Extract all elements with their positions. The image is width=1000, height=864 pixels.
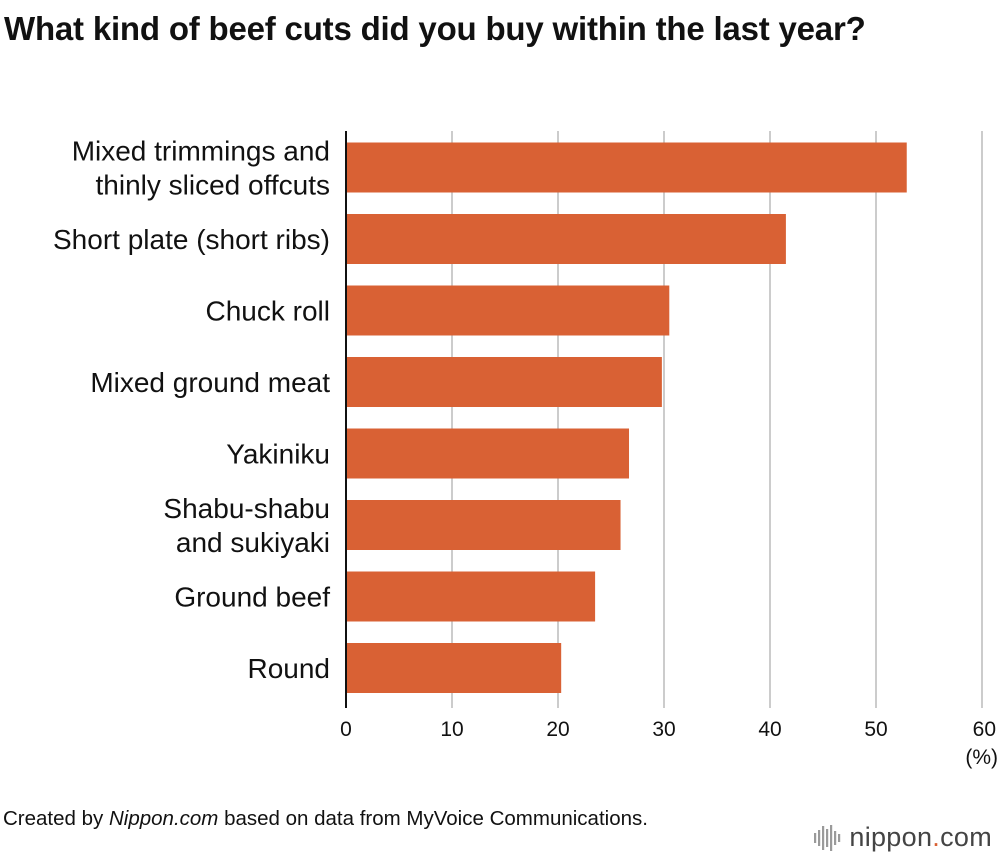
bar [346, 142, 907, 193]
footer-credit: Created by Nippon.com based on data from… [3, 805, 723, 832]
unit-label: (%) [965, 746, 998, 769]
bar [346, 428, 630, 479]
soundwave-icon [814, 824, 841, 851]
category-label: Shabu-shabu and sukiyaki [163, 493, 330, 558]
bar [346, 285, 670, 336]
x-tick-label: 20 [546, 718, 569, 741]
x-tick-label: 30 [652, 718, 675, 741]
category-labels: Mixed trimmings and thinly sliced offcuts… [53, 136, 330, 685]
category-label: Short plate (short ribs) [53, 224, 330, 255]
category-label: Round [247, 653, 330, 684]
footer-prefix: Created by [3, 807, 109, 830]
category-label: Mixed trimmings and thinly sliced offcuts [72, 136, 330, 201]
x-tick-label: 50 [864, 718, 887, 741]
category-label: Ground beef [174, 582, 330, 613]
x-tick-label: 40 [758, 718, 781, 741]
nippon-logo: nippon.com [813, 822, 992, 853]
bar [346, 571, 596, 622]
bar [346, 357, 662, 407]
category-label: Yakiniku [226, 439, 330, 470]
x-tick-labels: 0 10 20 30 40 50 60 [340, 718, 996, 741]
category-label: Chuck roll [206, 296, 330, 327]
bars [346, 142, 907, 693]
logo-dot: . [932, 822, 941, 852]
logo-tld: com [940, 822, 992, 852]
category-label: Mixed ground meat [90, 367, 330, 398]
bar-chart: Mixed trimmings and thinly sliced offcuts… [53, 131, 998, 769]
x-tick-label: 10 [440, 718, 463, 741]
bar [346, 643, 562, 693]
footer-suffix: based on data from MyVoice Communication… [218, 807, 648, 830]
x-tick-label: 0 [340, 718, 352, 741]
chart-title: What kind of beef cuts did you buy withi… [4, 10, 866, 47]
bar [346, 214, 786, 264]
logo-text: nippon.com [849, 822, 992, 853]
logo-name: nippon [849, 822, 933, 852]
footer-brand: Nippon.com [108, 807, 219, 830]
x-tick-label: 60 [973, 718, 996, 741]
bar [346, 500, 621, 550]
